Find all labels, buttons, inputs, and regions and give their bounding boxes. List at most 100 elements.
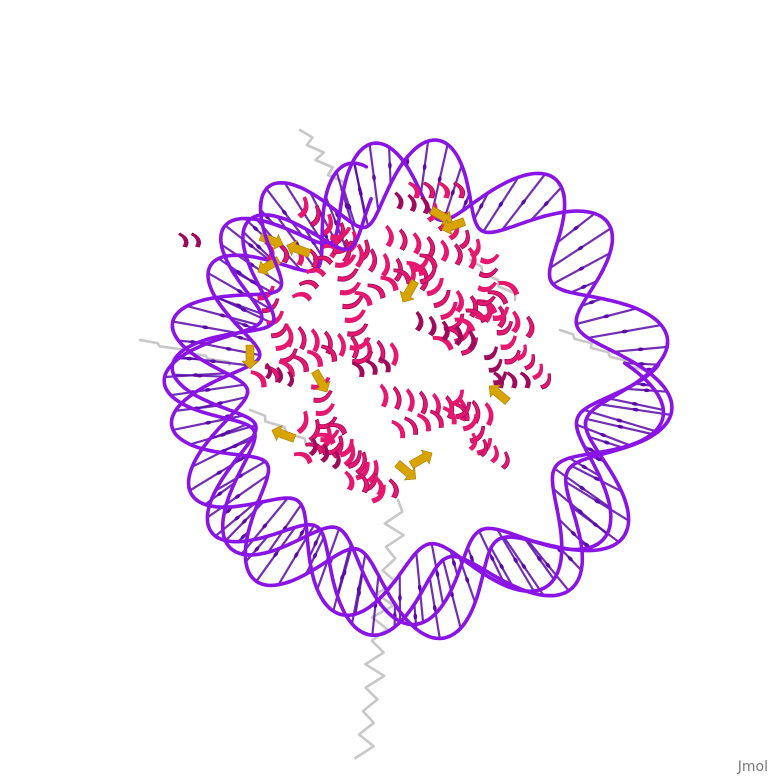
helix-turn (440, 239, 449, 262)
helix-turn (479, 438, 489, 458)
helix-turn (407, 181, 421, 199)
helix-turn (462, 413, 479, 432)
dna-backbone-strand-a (400, 138, 472, 200)
dna-base (242, 323, 249, 328)
dna-base (372, 174, 376, 181)
helix-turn (469, 238, 481, 259)
helix-turn (393, 268, 412, 284)
dna-base (581, 464, 588, 470)
dna-base (254, 546, 260, 552)
helix-turn (477, 281, 498, 293)
dna-base (643, 388, 650, 393)
dna-base (398, 594, 402, 602)
helix-turn (428, 315, 437, 337)
dna-backbone-strand-b (208, 448, 271, 506)
dna-base (452, 559, 456, 567)
dna-backbone-strand-a (361, 558, 445, 637)
dna-base (588, 300, 595, 305)
alpha-helix-ribbon (394, 191, 430, 215)
dna-base (577, 509, 583, 514)
helix-turn (293, 452, 313, 465)
dna-base (312, 552, 318, 559)
dna-backbone-strand-b (547, 191, 567, 293)
helix-turn (365, 359, 378, 375)
helix-turn (483, 346, 498, 361)
dna-base (204, 388, 211, 392)
dna-base (593, 476, 600, 481)
alpha-helix-ribbon (492, 306, 521, 365)
alpha-helix-ribbon (414, 310, 477, 351)
helix-turn (178, 232, 189, 248)
alpha-helix-ribbon (352, 356, 391, 378)
strand-shape (271, 424, 297, 443)
helix-turn (459, 229, 470, 250)
dna-base (463, 199, 468, 206)
helix-turn (394, 191, 404, 210)
dna-base (388, 162, 392, 169)
dna-base (281, 209, 287, 216)
dna-base (202, 325, 209, 330)
dna-base (499, 563, 504, 570)
histone-tail-coil (298, 128, 347, 192)
alpha-helix-ribbon (407, 181, 466, 199)
dna-base (234, 515, 240, 521)
helix-turn (437, 181, 451, 199)
helix-turn (388, 478, 399, 499)
dna-base (357, 186, 362, 193)
dna-base (545, 562, 551, 568)
dna-backbone-strand-a (170, 290, 275, 332)
dna-base (313, 540, 318, 547)
dna-backbone-strand-b (504, 529, 629, 553)
helix-turn (414, 310, 424, 332)
strand-shape (286, 239, 312, 258)
dna-base (479, 202, 484, 209)
helix-turn (298, 279, 320, 290)
helix-turn (475, 309, 495, 320)
beta-strand-arrow (399, 278, 419, 303)
dna-backbone-strand-a (213, 522, 321, 544)
alpha-helix-ribbon (391, 402, 470, 439)
helix-turn (525, 315, 535, 339)
helix-turn (506, 371, 518, 389)
protein-coil-tails (138, 128, 646, 760)
helix-turn (342, 295, 364, 310)
helix-turn (455, 402, 470, 421)
helix-turn (352, 361, 365, 378)
helix-turn (422, 181, 436, 199)
helix-turn (261, 298, 280, 314)
helix-turn (455, 401, 472, 420)
dna-base (578, 266, 585, 271)
dna-base (299, 530, 305, 536)
dna-backbone-strand-a (241, 213, 318, 260)
dna-backbone-strand-a (315, 525, 368, 636)
dna-base (344, 202, 349, 210)
helix-turn (539, 373, 552, 390)
helix-turn (498, 280, 520, 296)
dna-backbone-strand-b (338, 141, 407, 209)
helix-turn (419, 266, 437, 285)
helix-turn (452, 181, 466, 199)
helix-turn (266, 310, 285, 326)
helix-turn (442, 406, 457, 425)
dna-base (225, 508, 232, 514)
dna-base (256, 244, 262, 250)
helix-turn (492, 306, 510, 322)
dna-base (236, 289, 243, 294)
dna-base (603, 440, 610, 445)
dna-backbone-strand-a (538, 209, 615, 276)
dna-base (209, 359, 217, 364)
helix-turn (308, 437, 318, 457)
dna-backbone-strand-a (310, 197, 373, 252)
helix-turn (385, 224, 394, 248)
dna-backbone-strand-b (414, 528, 483, 626)
helix-turn (468, 432, 478, 451)
helix-turn (310, 328, 320, 353)
helix-turn (347, 450, 362, 469)
helix-turn (389, 342, 399, 367)
dna-backbone-strand-a (177, 380, 258, 440)
helix-turn (344, 470, 355, 491)
helix-turn (404, 416, 419, 435)
helix-turn (349, 337, 371, 351)
